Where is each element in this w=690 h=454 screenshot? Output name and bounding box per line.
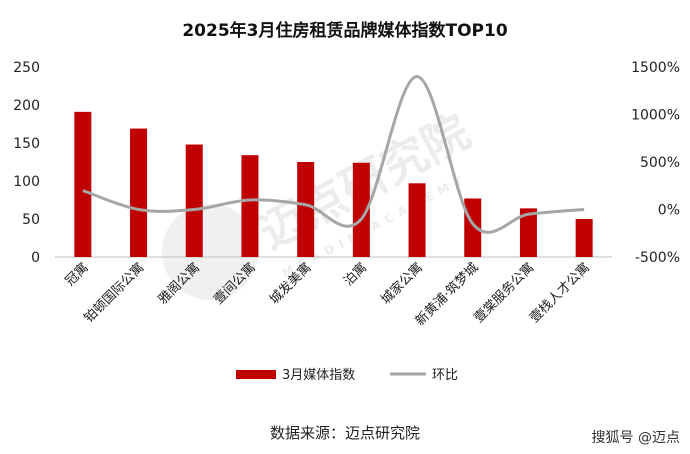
right-axis: -500% 0% 500% 1000% 1500% [631, 60, 680, 266]
bar [575, 219, 593, 257]
right-tick-label: 500% [640, 155, 680, 171]
source-note: 数据来源：迈点研究院 [270, 424, 420, 442]
category-label: 泊寓 [340, 260, 370, 290]
bar [130, 128, 148, 257]
left-tick-label: 200 [13, 98, 40, 114]
right-tick-label: 1000% [631, 108, 680, 124]
left-tick-label: 50 [22, 212, 40, 228]
legend: 3月媒体指数 环比 [236, 368, 458, 383]
bar [352, 162, 370, 257]
legend-bar-label: 3月媒体指数 [282, 368, 355, 383]
bar [241, 155, 259, 257]
line-path [82, 74, 585, 234]
bar [464, 198, 482, 257]
left-tick-label: 100 [13, 174, 40, 190]
left-tick-label: 0 [31, 250, 40, 266]
bar [408, 183, 426, 257]
right-tick-label: 1500% [631, 60, 680, 76]
bar [185, 144, 203, 257]
category-label: 铂顿国际公寓 [81, 260, 147, 326]
left-tick-label: 250 [13, 60, 40, 76]
chart-title: 2025年3月住房租赁品牌媒体指数TOP10 [182, 20, 507, 41]
legend-bar-swatch [236, 370, 276, 379]
right-tick-label: 0% [658, 203, 680, 219]
line-series [82, 74, 585, 234]
left-tick-label: 150 [13, 136, 40, 152]
category-label: 壹栈人才公寓 [526, 260, 592, 326]
bar [74, 111, 92, 257]
category-label: 城家公寓 [378, 260, 426, 308]
category-label: 冠寓 [62, 260, 92, 290]
watermark: 迈点研究院 MEADIN ACADEMY [162, 104, 478, 300]
bar-series [74, 111, 593, 257]
corner-logo: 搜狐号 @迈点 [592, 430, 680, 446]
left-axis: 0 50 100 150 200 250 [13, 60, 40, 266]
bar [297, 162, 315, 257]
right-tick-label: -500% [635, 250, 680, 266]
legend-line-label: 环比 [432, 368, 458, 383]
bar [519, 208, 537, 257]
